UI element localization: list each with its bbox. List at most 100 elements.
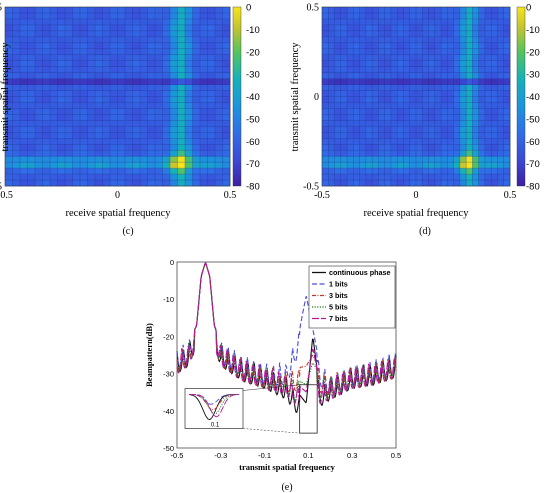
- heatmap-cell: [353, 168, 360, 175]
- heatmap-cell: [497, 18, 505, 26]
- heatmap-cell: [125, 126, 133, 133]
- heatmap-cell: [416, 42, 423, 50]
- heatmap-cell: [422, 30, 429, 38]
- heatmap-cell: [95, 174, 103, 181]
- heatmap-cell: [447, 180, 454, 187]
- heatmap-cell: [378, 72, 385, 79]
- heatmap-cell: [434, 96, 442, 103]
- heatmap-cell: [87, 54, 96, 61]
- heatmap-cell: [27, 72, 36, 79]
- heatmap-cell: [50, 78, 58, 85]
- heatmap-cell: [65, 60, 73, 67]
- heatmap-cell: [328, 180, 335, 187]
- heatmap-cell: [390, 72, 398, 79]
- heatmap-cell: [428, 102, 436, 109]
- heatmap-cell: [416, 30, 423, 38]
- heatmap-cell: [147, 168, 156, 175]
- heatmap-cell: [72, 48, 81, 56]
- heatmap-cell: [340, 150, 348, 157]
- heatmap-cell: [497, 120, 505, 127]
- heatmap-cell: [428, 108, 436, 115]
- heatmap-cell: [117, 174, 126, 181]
- heatmap-cell: [472, 96, 479, 103]
- heatmap-cell: [35, 78, 43, 85]
- heatmap-cell: [20, 144, 28, 151]
- heatmap-cell: [207, 102, 216, 109]
- heatmap-cell: [353, 144, 360, 151]
- heatmap-cell: [170, 30, 178, 38]
- heatmap-cell: [447, 108, 454, 115]
- heatmap-cell: [125, 12, 133, 20]
- heatmap-cell: [397, 132, 404, 139]
- heatmap-cell: [125, 114, 133, 121]
- heatmap-cell: [422, 42, 429, 50]
- heatmap-cell: [441, 144, 448, 151]
- heatmap-cell: [340, 48, 348, 56]
- heatmap-cell: [353, 108, 360, 115]
- heatmap-cell: [497, 138, 505, 145]
- heatmap-cell: [12, 126, 21, 133]
- heatmap-cell: [403, 162, 411, 169]
- heatmap-cell: [132, 144, 141, 151]
- heatmap-cell: [491, 42, 498, 50]
- heatmap-cell: [491, 78, 498, 85]
- heatmap-cell: [328, 108, 335, 115]
- heatmap-cell: [200, 42, 208, 50]
- heatmap-cell: [20, 102, 28, 109]
- heatmap-cell: [322, 108, 329, 115]
- heatmap-cell: [434, 36, 442, 44]
- heatmap-cell: [57, 36, 66, 44]
- heatmap-cell: [478, 66, 486, 73]
- heatmap-cell: [35, 54, 43, 61]
- y-axis-label: transmit spatial frequency: [0, 42, 11, 152]
- heatmap-cell: [353, 18, 360, 26]
- heatmap-cell: [87, 7, 96, 14]
- heatmap-cell: [434, 66, 442, 73]
- heatmap-cell: [478, 138, 486, 145]
- heatmap-cell: [403, 48, 411, 56]
- heatmap-cell: [384, 24, 392, 32]
- heatmap-cell: [484, 150, 492, 157]
- heatmap-cell: [200, 150, 208, 157]
- heatmap-cell: [57, 162, 66, 169]
- heatmap-cell: [365, 150, 373, 157]
- heatmap-cell: [347, 96, 354, 103]
- heatmap-cell: [5, 48, 13, 56]
- heatmap-cell: [384, 18, 392, 26]
- heatmap-cell: [140, 84, 148, 91]
- heatmap-cell: [147, 108, 156, 115]
- heatmap-cell: [409, 42, 417, 50]
- heatmap-cell: [185, 90, 193, 97]
- heatmap-cell: [447, 90, 454, 97]
- heatmap-cell: [340, 108, 348, 115]
- heatmap-cell: [50, 126, 58, 133]
- heatmap-cell: [497, 150, 505, 157]
- heatmap-cell: [359, 36, 367, 44]
- heatmap-cell: [5, 42, 13, 50]
- heatmap-cell: [353, 126, 360, 133]
- heatmap-cell: [390, 7, 398, 14]
- heatmap-cell: [428, 114, 436, 121]
- legend-label: 3 bits: [329, 291, 348, 300]
- heatmap-cell: [72, 12, 81, 20]
- heatmap-cell: [80, 174, 88, 181]
- heatmap-cell: [110, 90, 118, 97]
- heatmap-cell: [147, 180, 156, 187]
- heatmap-cell: [87, 60, 96, 67]
- heatmap-cell: [434, 60, 442, 67]
- panel-label: (c): [122, 226, 133, 237]
- heatmap-cell: [447, 168, 454, 175]
- heatmap-cell: [459, 174, 467, 181]
- heatmap-cell: [503, 12, 511, 20]
- heatmap-cell: [95, 168, 103, 175]
- heatmap-cell: [384, 156, 392, 163]
- heatmap-cell: [185, 12, 193, 20]
- heatmap-cell: [372, 114, 379, 121]
- heatmap-cell: [466, 24, 473, 32]
- heatmap-cell: [215, 54, 223, 61]
- heatmap-cell: [503, 150, 511, 157]
- heatmap-cell: [378, 78, 385, 85]
- heatmap-cell: [117, 60, 126, 67]
- heatmap-cell: [478, 162, 486, 169]
- heatmap-cell: [57, 42, 66, 50]
